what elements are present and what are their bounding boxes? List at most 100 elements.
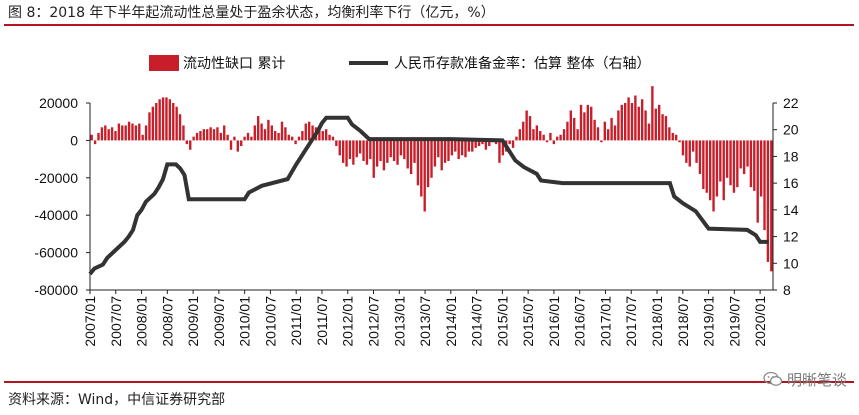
bar — [158, 99, 161, 141]
left-tick-label: -40000 — [34, 207, 78, 223]
bar — [573, 117, 576, 141]
bar — [722, 140, 725, 201]
bar — [206, 129, 209, 141]
bar — [304, 123, 307, 141]
bar — [134, 125, 138, 141]
bar — [233, 136, 236, 141]
bar — [345, 140, 348, 167]
bar — [766, 140, 770, 262]
bar — [236, 140, 239, 152]
bar — [498, 140, 501, 163]
bar — [698, 140, 702, 175]
bar — [110, 127, 114, 141]
bar — [447, 140, 450, 161]
watermark: 明晰笔谈 — [763, 368, 847, 390]
bar — [668, 127, 671, 141]
bar — [600, 140, 603, 143]
bar — [617, 110, 620, 141]
right-tick-label: 22 — [783, 95, 799, 111]
right-tick-label: 10 — [783, 255, 799, 271]
bar — [657, 104, 661, 141]
bar — [739, 140, 742, 169]
bar — [144, 125, 148, 141]
bar — [212, 129, 216, 141]
bar — [590, 106, 593, 141]
right-tick-label: 16 — [783, 175, 799, 191]
chart: 流动性缺口 累计 人民币存款准备金率：估算 整体（右轴） -80000 -6000… — [34, 55, 799, 347]
left-tick-label: -60000 — [34, 245, 78, 261]
bar — [195, 132, 199, 141]
bar — [674, 134, 678, 141]
bar — [379, 140, 382, 161]
bar — [178, 114, 182, 141]
bar — [352, 140, 355, 165]
wechat-icon — [763, 371, 783, 386]
bar — [192, 136, 195, 141]
bar — [556, 136, 559, 141]
bar — [647, 123, 651, 141]
bar — [552, 140, 556, 145]
bar — [702, 140, 705, 190]
bar — [562, 129, 566, 141]
bar — [742, 140, 746, 175]
bar — [511, 140, 515, 148]
bar — [678, 140, 681, 143]
bar — [467, 140, 471, 152]
x-tick-label: 2018/07 — [675, 296, 691, 347]
bar — [209, 127, 212, 141]
bar — [138, 123, 141, 141]
bar — [440, 140, 443, 171]
bar — [369, 140, 372, 160]
bar — [318, 129, 321, 141]
bar — [386, 140, 389, 163]
bar — [712, 140, 715, 212]
bar — [610, 117, 613, 141]
bar — [141, 134, 144, 141]
bar — [685, 140, 688, 163]
bar — [559, 134, 562, 141]
bar — [579, 104, 583, 141]
bar — [107, 129, 110, 141]
bar — [471, 140, 474, 152]
bar — [759, 140, 763, 197]
bar — [199, 131, 202, 141]
legend-bar-label: 流动性缺口 累计 — [183, 56, 285, 72]
bar — [457, 140, 460, 160]
bar — [274, 131, 277, 141]
bar — [450, 140, 454, 156]
bar — [260, 123, 263, 141]
left-tick-label: -80000 — [34, 282, 78, 298]
bar — [161, 97, 165, 141]
x-tick-label: 2007/01 — [82, 296, 98, 347]
bar — [545, 140, 549, 143]
bar — [620, 104, 623, 141]
axes — [89, 103, 774, 291]
bar — [307, 121, 311, 141]
x-tick-label: 2013/01 — [391, 296, 407, 347]
x-tick-label: 2014/07 — [469, 296, 485, 347]
bar — [695, 140, 698, 163]
bar — [389, 140, 392, 158]
bar — [624, 103, 627, 141]
bar — [372, 140, 375, 178]
x-tick-label: 2017/07 — [623, 296, 639, 347]
bar — [324, 129, 328, 141]
bar — [409, 140, 413, 175]
x-tick-label: 2009/01 — [185, 296, 201, 347]
bar — [189, 140, 192, 150]
bar — [420, 140, 423, 197]
reserve-ratio-line — [88, 115, 769, 276]
bar — [607, 129, 610, 141]
bar — [454, 140, 457, 152]
bar — [664, 116, 668, 141]
bar — [243, 136, 246, 141]
bar — [331, 136, 335, 141]
legend: 流动性缺口 累计 人民币存款准备金率：估算 整体（右轴） — [149, 55, 650, 72]
bar — [127, 121, 131, 141]
bar — [528, 116, 532, 141]
bar — [297, 136, 301, 141]
bar — [365, 140, 369, 165]
x-tick-label: 2007/07 — [108, 296, 124, 347]
bar — [644, 110, 647, 141]
x-tick-label: 2012/01 — [340, 296, 356, 347]
